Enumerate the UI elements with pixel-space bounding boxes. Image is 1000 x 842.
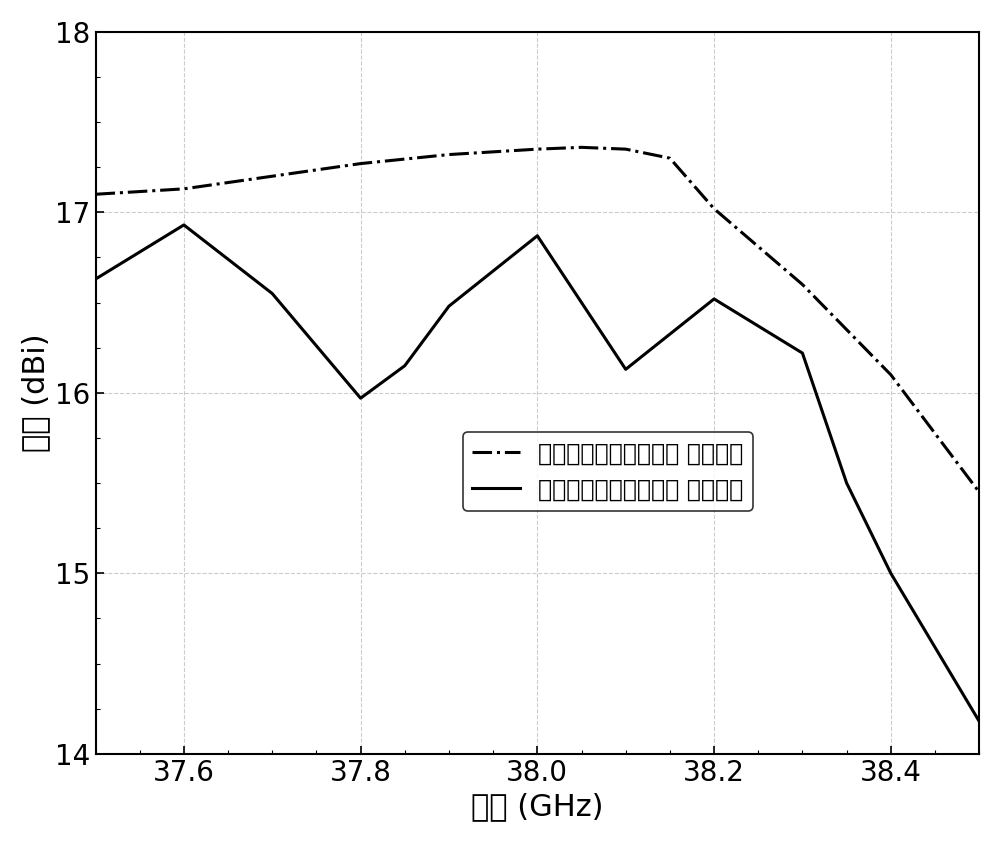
端点馈电串馈微带天线 实测结果 — [885, 568, 897, 578]
Line: 端点馈电串馈微带天线 仿真结果: 端点馈电串馈微带天线 仿真结果 — [96, 147, 979, 492]
端点馈电串馈微带天线 仿真结果 — [178, 184, 190, 194]
端点馈电串馈微带天线 仿真结果 — [620, 144, 632, 154]
端点馈电串馈微带天线 实测结果 — [708, 294, 720, 304]
端点馈电串馈微带天线 仿真结果 — [708, 204, 720, 214]
端点馈电串馈微带天线 实测结果 — [620, 365, 632, 375]
端点馈电串馈微带天线 实测结果 — [178, 220, 190, 230]
端点馈电串馈微带天线 实测结果 — [90, 274, 102, 284]
端点馈电串馈微带天线 仿真结果 — [576, 142, 588, 152]
端点馈电串馈微带天线 仿真结果 — [443, 150, 455, 160]
端点馈电串馈微带天线 仿真结果 — [90, 189, 102, 200]
端点馈电串馈微带天线 仿真结果 — [973, 487, 985, 497]
端点馈电串馈微带天线 实测结果 — [841, 478, 853, 488]
端点馈电串馈微带天线 实测结果 — [399, 360, 411, 370]
X-axis label: 频率 (GHz): 频率 (GHz) — [471, 792, 604, 821]
端点馈电串馈微带天线 仿真结果 — [885, 370, 897, 380]
端点馈电串馈微带天线 仿真结果 — [266, 171, 278, 181]
端点馈电串馈微带天线 仿真结果 — [796, 280, 808, 290]
Line: 端点馈电串馈微带天线 实测结果: 端点馈电串馈微带天线 实测结果 — [96, 225, 979, 722]
Legend: 端点馈电串馈微带天线 仿真结果, 端点馈电串馈微带天线 实测结果: 端点馈电串馈微带天线 仿真结果, 端点馈电串馈微带天线 实测结果 — [463, 432, 753, 511]
端点馈电串馈微带天线 实测结果 — [796, 348, 808, 358]
端点馈电串馈微带天线 仿真结果 — [355, 158, 367, 168]
端点馈电串馈微带天线 实测结果 — [266, 289, 278, 299]
端点馈电串馈微带天线 实测结果 — [973, 717, 985, 727]
端点馈电串馈微带天线 仿真结果 — [664, 153, 676, 163]
端点馈电串馈微带天线 实测结果 — [355, 393, 367, 403]
端点馈电串馈微带天线 实测结果 — [531, 231, 543, 241]
端点馈电串馈微带天线 仿真结果 — [531, 144, 543, 154]
端点馈电串馈微带天线 实测结果 — [443, 301, 455, 312]
Y-axis label: 增益 (dBi): 增益 (dBi) — [21, 333, 50, 452]
